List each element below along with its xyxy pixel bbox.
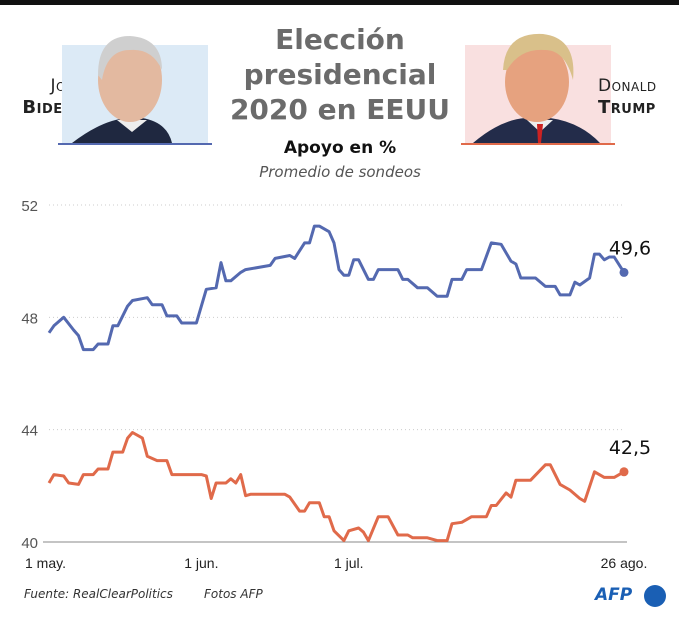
chart-title: Elección presidencial 2020 en EEUU: [200, 22, 480, 127]
biden-end-label: 49,6: [609, 237, 651, 259]
biden-line: [47, 224, 626, 352]
trump-end-point: [619, 467, 629, 477]
biden-end-point: [619, 267, 629, 277]
top-bar: [0, 0, 679, 5]
photo-credit: Fotos AFP: [204, 587, 263, 601]
y-tick-label: 48: [21, 310, 38, 327]
trump-name: Donald Trump: [598, 75, 678, 119]
biden-portrait-icon: [72, 36, 172, 143]
afp-logo: AFP: [595, 585, 633, 605]
line-chart: 40 44 48 52 1 may. 1 jun. 1 jul. 26 ago. 49,6 4…: [21, 198, 651, 571]
source-note: Fuente: RealClearPolitics: [24, 587, 173, 601]
trump-line: [47, 431, 625, 543]
trump-end-label: 42,5: [609, 437, 651, 459]
x-tick-label: 1 may.: [25, 555, 66, 571]
biden-photo: [58, 36, 212, 145]
title-line-2: presidencial: [243, 58, 437, 91]
trump-photo: [461, 33, 615, 145]
y-tick-label: 40: [21, 535, 38, 552]
trump-portrait-icon: [473, 33, 600, 143]
subtitle-2: Promedio de sondeos: [259, 163, 421, 181]
y-tick-label: 52: [21, 198, 38, 215]
afp-logo-dot: [644, 585, 666, 607]
subtitle: Apoyo en %: [283, 138, 397, 158]
x-tick-label: 26 ago.: [601, 555, 648, 571]
x-tick-label: 1 jul.: [334, 555, 364, 571]
trump-first-name: Donald: [598, 76, 657, 96]
trump-last-name: Trump: [598, 97, 656, 118]
title-line-3: 2020 en EEUU: [229, 93, 451, 126]
y-tick-label: 44: [21, 423, 38, 440]
title-line-1: Elección: [275, 23, 405, 56]
x-tick-label: 1 jun.: [184, 555, 218, 571]
biden-last-name: Biden: [22, 97, 74, 118]
